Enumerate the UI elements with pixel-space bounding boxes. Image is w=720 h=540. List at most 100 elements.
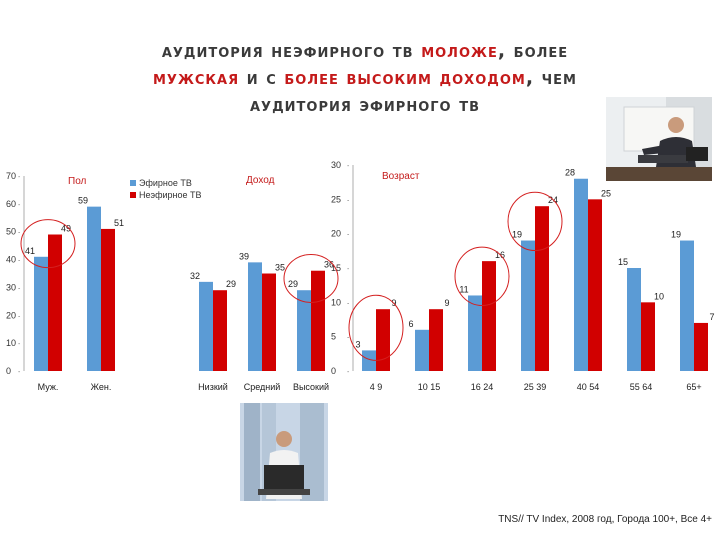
title-line2-b: , чем xyxy=(525,67,577,89)
bar xyxy=(535,206,549,371)
data-label: 6 xyxy=(408,319,413,329)
bar xyxy=(199,281,213,371)
y-tick-label-left: 0 xyxy=(6,366,11,376)
title-line2-highlight: мужская xyxy=(153,67,240,89)
data-label: 9 xyxy=(444,298,449,308)
data-label: 59 xyxy=(78,196,88,206)
bar xyxy=(376,309,390,371)
laptop-user-photo xyxy=(240,403,328,501)
legend-swatch xyxy=(130,180,136,186)
legend-swatch xyxy=(130,192,136,198)
y-tick-label-right: 0 xyxy=(331,366,336,376)
businessman-photo xyxy=(606,97,712,181)
data-label: 29 xyxy=(226,279,236,289)
y-tick-mark-right: - xyxy=(347,369,350,376)
y-tick-label-right: 10 xyxy=(331,297,341,307)
y-tick-mark-right: - xyxy=(347,197,350,204)
bar xyxy=(415,329,429,371)
section-title: Доход xyxy=(246,175,275,186)
bar xyxy=(311,270,325,371)
x-tick-label: 16 24 xyxy=(471,382,494,392)
data-label: 3 xyxy=(355,339,360,349)
bar xyxy=(482,261,496,371)
bar xyxy=(694,322,708,371)
bar xyxy=(627,268,641,371)
highlight-circle xyxy=(507,191,563,252)
title-line1-highlight: моложе xyxy=(421,40,498,62)
bar xyxy=(362,350,376,371)
data-label: 41 xyxy=(25,246,35,256)
x-tick-label: Низкий xyxy=(198,382,228,392)
data-label: 29 xyxy=(288,279,298,289)
bar xyxy=(429,309,443,371)
section-title: Пол xyxy=(68,176,87,187)
data-label: 10 xyxy=(654,291,664,301)
legend-label: Неэфирное ТВ xyxy=(139,190,202,200)
data-label: 39 xyxy=(239,251,249,261)
x-tick-label: 10 15 xyxy=(418,382,441,392)
y-tick-label-right: 30 xyxy=(331,160,341,170)
y-tick-mark-left: - xyxy=(18,369,21,376)
y-tick-label-left: 30 xyxy=(6,282,16,292)
x-tick-label: Средний xyxy=(244,382,281,392)
data-label: 7 xyxy=(709,312,714,322)
title-line1-a: Аудитория неэфирного ТВ xyxy=(161,40,422,62)
bar xyxy=(468,295,482,371)
bar xyxy=(48,234,62,371)
y-tick-label-left: 60 xyxy=(6,199,16,209)
y-tick-mark-right: - xyxy=(347,300,350,307)
y-tick-mark-left: - xyxy=(18,174,21,181)
bar xyxy=(680,240,694,371)
x-tick-label: 4 9 xyxy=(370,382,383,392)
y-tick-mark-left: - xyxy=(18,341,21,348)
y-tick-label-left: 70 xyxy=(6,171,16,181)
bar xyxy=(574,178,588,371)
x-tick-label: 25 39 xyxy=(524,382,547,392)
x-tick-label: Жен. xyxy=(91,382,112,392)
legend-label: Эфирное ТВ xyxy=(139,178,192,188)
bar xyxy=(262,273,276,371)
y-tick-mark-left: - xyxy=(18,313,21,320)
x-tick-label: Высокий xyxy=(293,382,329,392)
bar xyxy=(521,240,535,371)
y-tick-label-right: 25 xyxy=(331,194,341,204)
data-label: 51 xyxy=(114,218,124,228)
bar xyxy=(87,206,101,371)
data-label: 25 xyxy=(601,188,611,198)
bar xyxy=(34,256,48,371)
source-note: TNS// TV Index, 2008 год, Города 100+, В… xyxy=(498,514,712,525)
data-label: 11 xyxy=(459,284,468,294)
y-tick-label-left: 40 xyxy=(6,255,16,265)
x-tick-label: 55 64 xyxy=(630,382,653,392)
title-line2-a: и с xyxy=(239,67,285,89)
y-tick-mark-right: - xyxy=(347,163,350,170)
y-tick-mark-left: - xyxy=(18,285,21,292)
x-tick-label: 40 54 xyxy=(577,382,600,392)
data-label: 49 xyxy=(61,224,71,234)
bar xyxy=(248,262,262,371)
bar xyxy=(213,290,227,371)
bar xyxy=(588,199,602,371)
section-title: Возраст xyxy=(382,171,420,182)
data-label: 35 xyxy=(275,263,285,273)
y-tick-mark-right: - xyxy=(347,335,350,342)
y-tick-label-left: 10 xyxy=(6,338,16,348)
x-tick-label: Муж. xyxy=(38,382,59,392)
highlight-circle xyxy=(283,253,339,303)
highlight-circle xyxy=(20,219,76,269)
y-tick-label-right: 20 xyxy=(331,229,341,239)
bar xyxy=(297,290,311,371)
y-tick-mark-right: - xyxy=(347,266,350,273)
y-tick-mark-left: - xyxy=(18,230,21,237)
y-tick-mark-left: - xyxy=(18,258,21,265)
bar xyxy=(641,302,655,371)
y-tick-mark-left: - xyxy=(18,202,21,209)
data-label: 36 xyxy=(324,260,334,270)
highlight-circle xyxy=(348,294,404,361)
x-tick-label: 65+ xyxy=(686,382,701,392)
data-label: 19 xyxy=(671,230,681,240)
data-label: 19 xyxy=(512,230,522,240)
data-label: 32 xyxy=(190,271,200,281)
slide-title: Аудитория неэфирного ТВ моложе, более му… xyxy=(40,38,690,119)
